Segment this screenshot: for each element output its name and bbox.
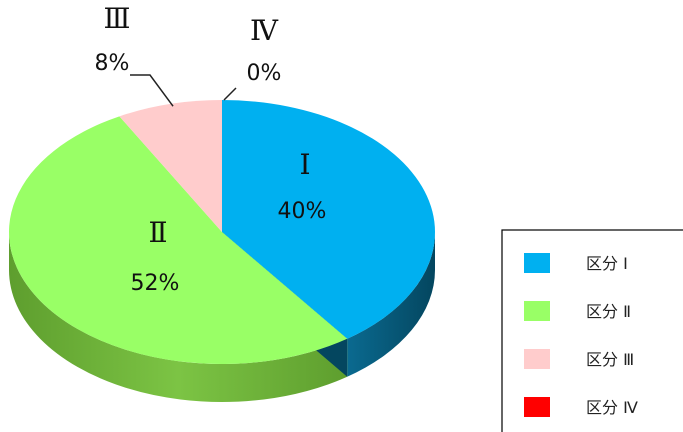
slice-category-label: Ⅱ — [148, 216, 167, 249]
slice-category-label: Ⅳ — [250, 14, 279, 47]
pie-side-slice — [9, 232, 348, 403]
legend-label: 区分 Ⅱ — [586, 302, 631, 321]
pie-slice — [9, 116, 348, 364]
legend-swatch — [524, 253, 550, 273]
slice-percent-label: 40% — [278, 199, 327, 224]
legend-label: 区分 Ⅲ — [586, 350, 634, 369]
pie-slice — [119, 100, 222, 232]
slice-category-label: Ⅰ — [299, 148, 310, 181]
leader-lines — [130, 74, 237, 107]
pie-top-faces — [9, 100, 436, 364]
legend-swatch — [524, 349, 550, 369]
leader-line — [130, 74, 174, 107]
slice-percent-label: 0% — [247, 61, 282, 86]
pie-labels: Ⅰ 40% Ⅱ 52% Ⅲ 8% Ⅳ 0% — [95, 2, 327, 296]
legend-label: 区分 Ⅳ — [586, 398, 638, 417]
slice-category-label: Ⅲ — [103, 2, 130, 35]
slice-percent-label: 52% — [131, 271, 180, 296]
legend-label: 区分 Ⅰ — [586, 254, 628, 273]
legend: 区分 Ⅰ 区分 Ⅱ 区分 Ⅲ 区分 Ⅳ — [501, 229, 683, 432]
legend-swatch — [524, 397, 550, 417]
pie-side-slice — [347, 232, 435, 377]
slice-percent-label: 8% — [95, 51, 130, 76]
pie-slice — [222, 100, 436, 339]
leader-line — [223, 87, 237, 101]
legend-swatch — [524, 301, 550, 321]
